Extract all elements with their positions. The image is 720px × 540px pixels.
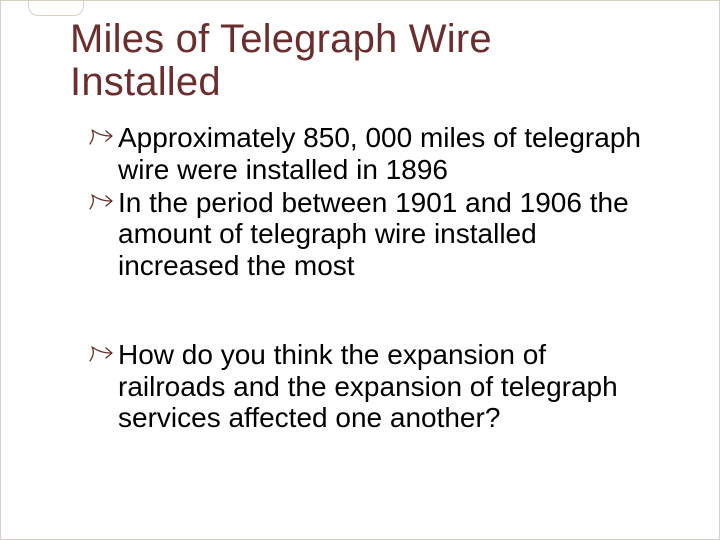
slide: Miles of Telegraph Wire Installed Approx… <box>0 0 720 540</box>
slide-tab-decoration <box>28 0 84 16</box>
bullet-group: Approximately 850, 000 miles of telegrap… <box>88 122 650 281</box>
curly-bullet-icon <box>88 345 114 367</box>
bullet-item: How do you think the expansion of railro… <box>88 339 650 433</box>
slide-title: Miles of Telegraph Wire Installed <box>70 18 650 104</box>
slide-body: Approximately 850, 000 miles of telegrap… <box>70 122 650 433</box>
bullet-item: In the period between 1901 and 1906 the … <box>88 187 650 281</box>
bullet-group: How do you think the expansion of railro… <box>88 339 650 433</box>
curly-bullet-icon <box>88 193 114 215</box>
bullet-text: In the period between 1901 and 1906 the … <box>118 187 629 281</box>
bullet-text: Approximately 850, 000 miles of telegrap… <box>118 122 641 184</box>
curly-bullet-icon <box>88 128 114 150</box>
bullet-text: How do you think the expansion of railro… <box>118 339 618 433</box>
bullet-item: Approximately 850, 000 miles of telegrap… <box>88 122 650 185</box>
